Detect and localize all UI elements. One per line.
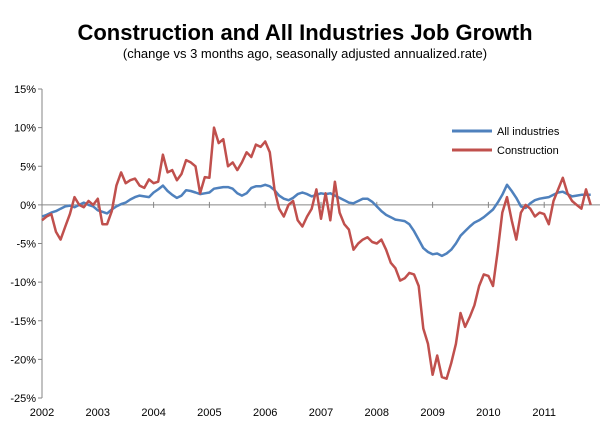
x-axis-ticks: 2002 2003 2004 2005 2006 2007 2008 2009 2010 2011 <box>30 201 556 419</box>
y-tick-label: 5% <box>20 161 36 173</box>
y-tick-label: 0% <box>20 200 36 212</box>
y-tick-label: -15% <box>10 316 36 328</box>
x-tick-label: 2009 <box>420 407 444 419</box>
x-tick-label: 2011 <box>532 407 556 419</box>
legend-label: All industries <box>497 126 560 138</box>
x-tick-label: 2010 <box>476 407 500 419</box>
x-tick-label: 2007 <box>309 407 333 419</box>
y-tick-label: -20% <box>10 354 36 366</box>
y-tick-label: 15% <box>14 84 36 96</box>
series-line-construction <box>41 126 592 380</box>
y-tick-label: -10% <box>10 277 36 289</box>
x-tick-label: 2003 <box>86 407 110 419</box>
x-tick-label: 2002 <box>30 407 54 419</box>
y-tick-label: -25% <box>10 393 36 405</box>
y-axis-ticks: 15% 10% 5% 0% -5% -10% -15% -20% -25% <box>10 84 42 405</box>
series-lines <box>41 126 592 380</box>
y-tick-label: 10% <box>14 123 36 135</box>
x-tick-label: 2004 <box>141 407 165 419</box>
chart-title: Construction and All Industries Job Grow… <box>77 20 533 45</box>
chart-subtitle: (change vs 3 months ago, seasonally adju… <box>122 46 488 61</box>
x-tick-label: 2008 <box>365 407 389 419</box>
legend-label: Construction <box>497 145 559 157</box>
y-tick-label: -5% <box>16 239 36 251</box>
chart-legend: All industries Construction <box>452 126 560 157</box>
x-tick-label: 2005 <box>197 407 221 419</box>
x-tick-label: 2006 <box>253 407 277 419</box>
